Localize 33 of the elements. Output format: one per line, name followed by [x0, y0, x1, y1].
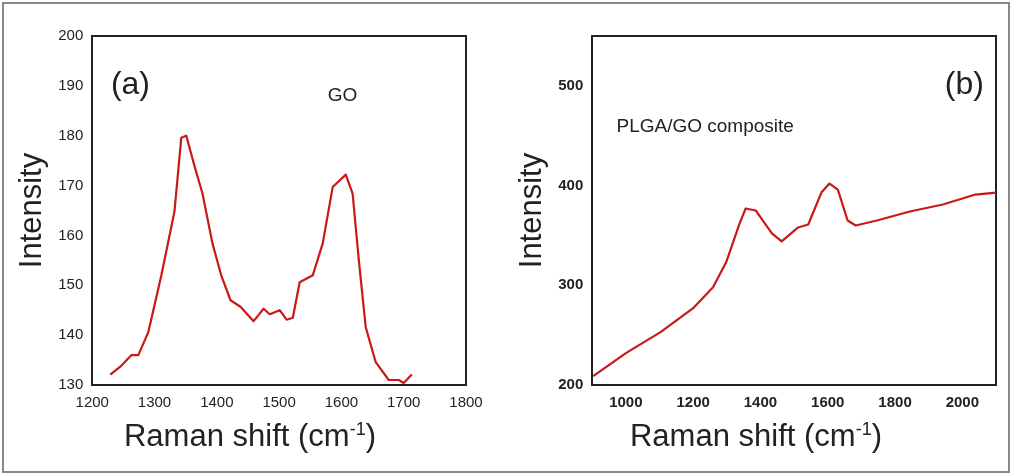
- x-tick-label: 1400: [743, 393, 778, 411]
- y-tick-label: 140: [58, 325, 84, 343]
- x-tick-label: 1300: [137, 393, 172, 411]
- y-tick-label: 200: [558, 375, 584, 393]
- x-tick-label: 1800: [449, 393, 483, 411]
- y-tick-label: 170: [58, 175, 84, 193]
- y-tick-label: 160: [58, 225, 84, 243]
- x-axis-title: Raman shift (cm$^{-1}$): [123, 418, 377, 454]
- x-tick-label: 1000: [609, 393, 643, 411]
- x-axis-title: Raman shift (cm$^{-1}$): [629, 418, 883, 454]
- y-axis-title: Intensity: [13, 152, 49, 269]
- y-tick-label: 180: [58, 125, 84, 143]
- x-tick-label: 1200: [75, 393, 109, 411]
- annotation: (a): [110, 64, 151, 101]
- y-tick-label: 200: [58, 26, 84, 44]
- y-tick-label: 400: [558, 175, 584, 193]
- x-tick-label: 1200: [676, 393, 710, 411]
- x-tick-label: 1400: [200, 393, 234, 411]
- x-tick-label: 1600: [324, 393, 359, 411]
- y-axis-title: Intensity: [513, 152, 549, 269]
- annotation: PLGA/GO composite: [616, 114, 794, 136]
- y-tick-label: 190: [58, 76, 84, 93]
- x-tick-label: 1500: [262, 393, 296, 411]
- y-tick-label: 150: [58, 275, 84, 293]
- annotation: GO: [327, 83, 358, 105]
- x-tick-label: 1600: [811, 393, 845, 411]
- annotation: (b): [944, 64, 984, 101]
- x-tick-label: 2000: [945, 393, 980, 411]
- y-tick-label: 130: [58, 375, 84, 393]
- y-tick-label: 300: [558, 275, 584, 293]
- x-tick-label: 1800: [878, 393, 912, 411]
- y-tick-label: 500: [558, 76, 584, 93]
- x-tick-label: 1700: [387, 393, 421, 411]
